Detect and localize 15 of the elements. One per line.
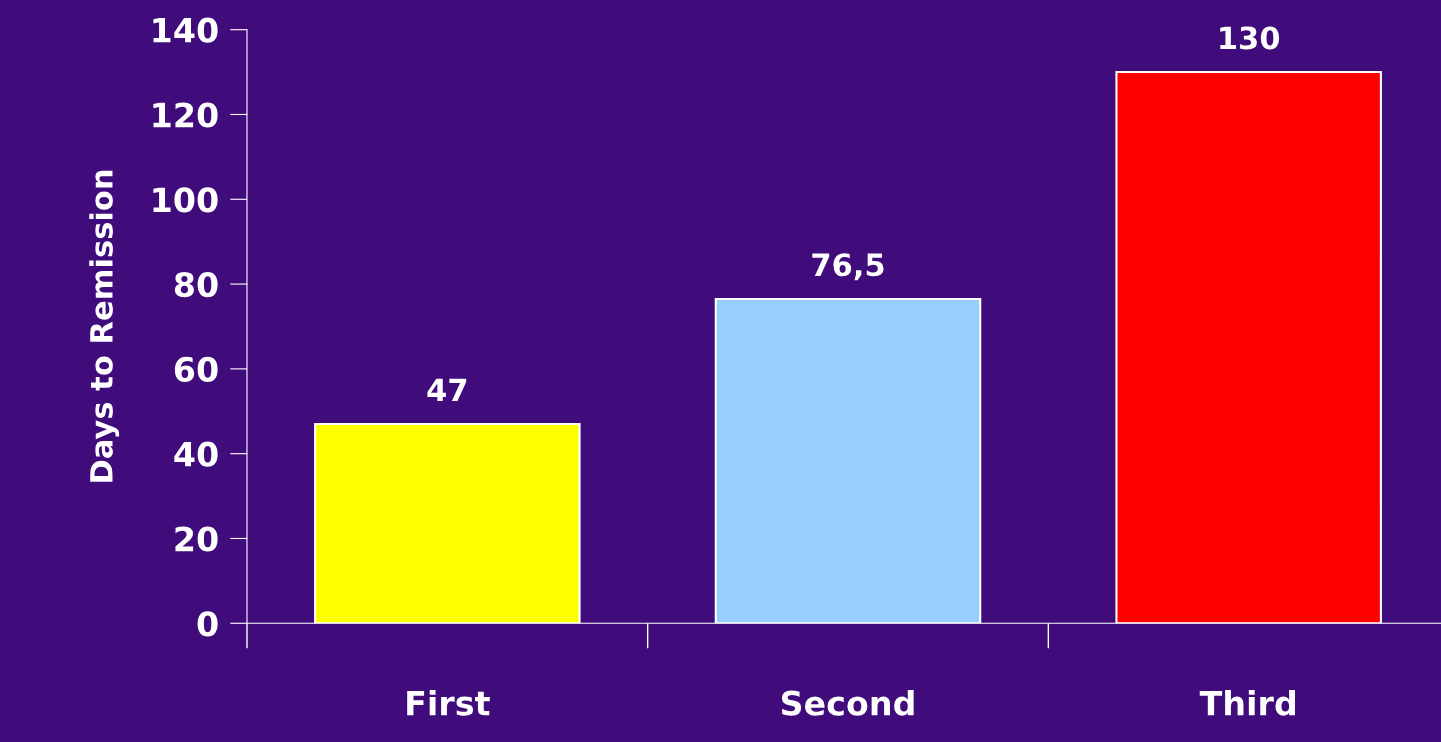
data-label: 47 xyxy=(427,378,467,401)
y-tick-label: 80 xyxy=(174,272,218,298)
x-tick-label: First xyxy=(407,689,490,716)
x-tick-label: Second xyxy=(781,689,914,716)
y-tick-label: 100 xyxy=(153,187,218,213)
y-tick-label: 40 xyxy=(174,441,218,467)
y-tick-label: 20 xyxy=(175,526,218,552)
data-label: 130 xyxy=(1220,26,1280,50)
y-tick-label: 120 xyxy=(153,102,218,128)
x-tick-label: Third xyxy=(1199,689,1295,716)
y-axis-title: Days to Remission xyxy=(89,170,120,482)
y-tick-label: 60 xyxy=(174,356,218,383)
y-tick-label: 0 xyxy=(197,611,218,637)
data-label: 76,5 xyxy=(812,253,884,281)
y-tick-label: 140 xyxy=(153,17,218,43)
